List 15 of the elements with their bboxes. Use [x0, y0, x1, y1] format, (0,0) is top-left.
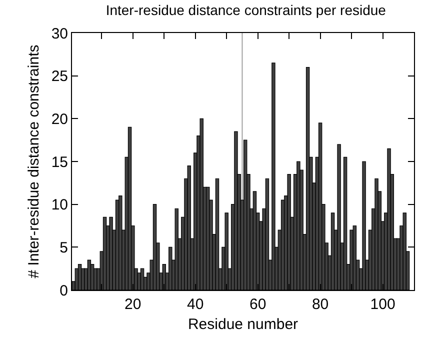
y-tick-label: 30	[51, 25, 68, 42]
x-axis-title: Residue number	[188, 316, 298, 333]
y-tick-label: 20	[51, 110, 68, 128]
x-tick-label: 60	[249, 296, 266, 313]
x-tick-label: 20	[124, 296, 142, 313]
x-tick-label: 40	[187, 296, 204, 313]
y-tick-label: 25	[51, 68, 68, 86]
y-tick-label: 0	[60, 282, 68, 300]
x-tick-label: 100	[370, 296, 396, 313]
chart-title: Inter-residue distance constraints per residue	[106, 2, 386, 18]
y-tick-label: 15	[51, 154, 68, 171]
x-tick-label: 80	[312, 296, 329, 313]
y-axis-title: # Inter-residue distance constraints	[26, 44, 43, 278]
y-tick-label: 5	[60, 239, 68, 256]
y-tick-label: 10	[51, 196, 68, 214]
